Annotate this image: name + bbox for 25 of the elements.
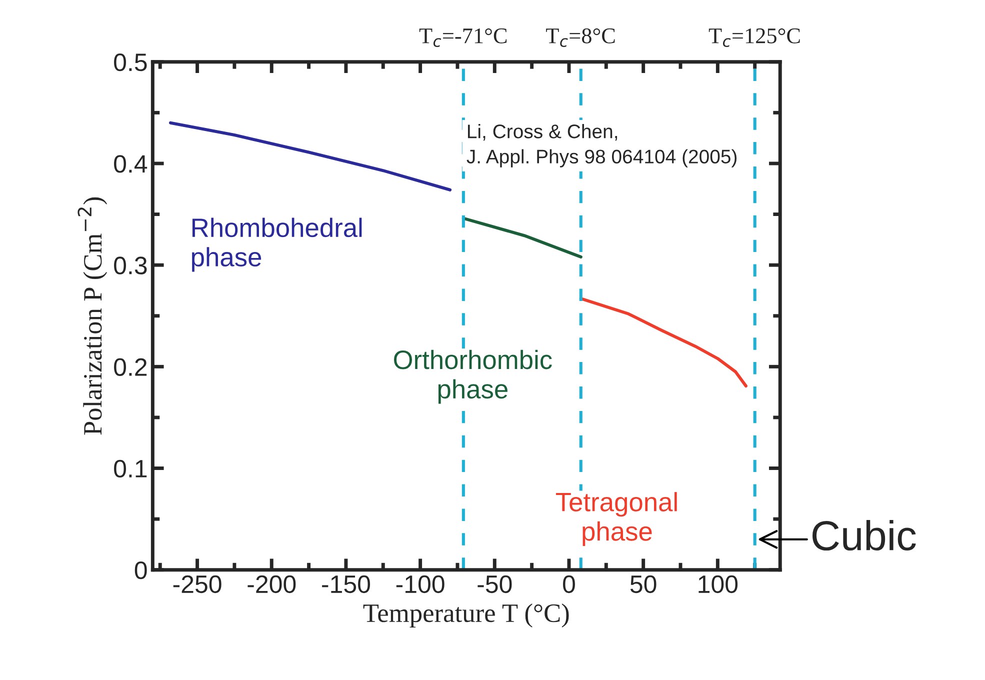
x-tick-label: 50 bbox=[630, 575, 656, 594]
x-tick-label: -150 bbox=[322, 575, 370, 594]
x-tick-label: -200 bbox=[248, 575, 296, 594]
x-tick-label: -100 bbox=[396, 575, 444, 594]
ref-line-label: T$_{c}$=8°C bbox=[546, 28, 615, 48]
y-tick-label: 0.3 bbox=[114, 256, 147, 274]
y-axis-title: Polarization P (Cm$^{−2}$) bbox=[78, 197, 108, 435]
y-tick-label: 0.1 bbox=[114, 460, 147, 478]
annotation: Cubic bbox=[812, 520, 916, 551]
line-series bbox=[168, 121, 452, 192]
y-tick-label: 0.4 bbox=[114, 155, 148, 173]
y-tick-label: 0 bbox=[134, 561, 147, 580]
x-tick-label: -50 bbox=[478, 575, 512, 594]
x-tick-label: -250 bbox=[173, 575, 222, 594]
ref-line-label: T$_{c}$=-71°C bbox=[419, 28, 507, 48]
annotation: Rhombohedral phase bbox=[192, 218, 362, 272]
y-tick-label: 0.2 bbox=[114, 358, 147, 376]
x-tick-label: 100 bbox=[698, 575, 738, 594]
ref-line-label: T$_{c}$=125°C bbox=[708, 28, 800, 48]
annotation: Orthorhombic phase bbox=[394, 350, 552, 404]
annotation: Tetragonal phase bbox=[556, 492, 677, 546]
y-tick-label: 0.5 bbox=[114, 53, 147, 72]
x-tick-label: 0 bbox=[563, 575, 575, 594]
annotation: Li, Cross & Chen, J. Appl. Phys 98 064104 (2005) bbox=[466, 124, 737, 168]
x-axis-title: Temperature T (°C) bbox=[363, 604, 569, 628]
